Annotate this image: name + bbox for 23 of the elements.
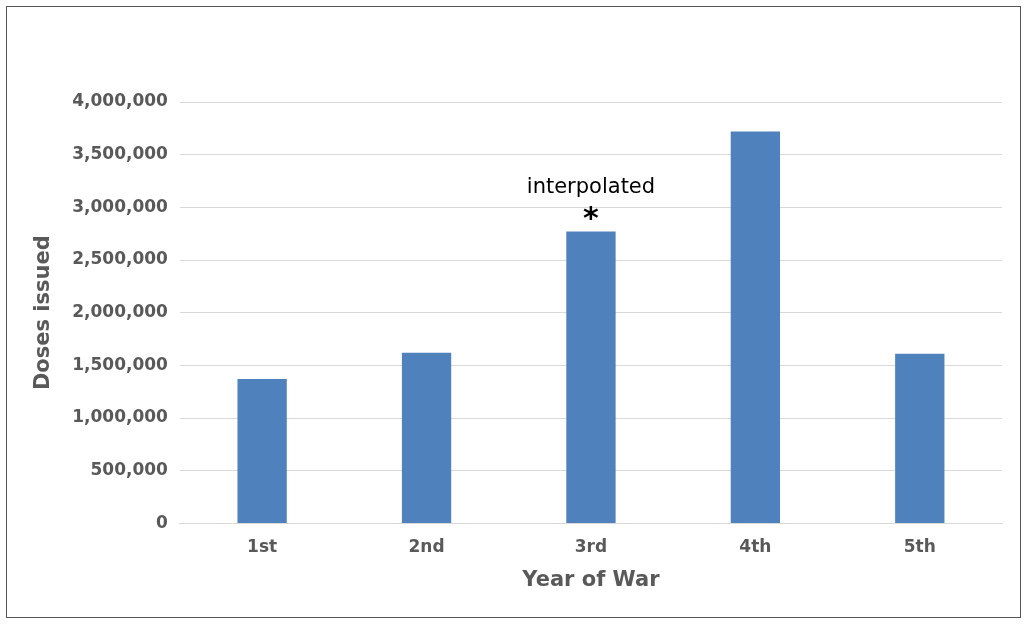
x-tick-label: 1st	[247, 536, 278, 557]
x-tick-label: 2nd	[408, 536, 445, 557]
y-tick-label: 3,500,000	[72, 143, 169, 164]
bar	[895, 353, 945, 523]
y-tick-label: 500,000	[90, 459, 169, 480]
bar	[237, 379, 287, 523]
x-tick-label: 5th	[903, 536, 936, 557]
annotation: *	[583, 200, 600, 236]
y-tick-label: 1,500,000	[72, 353, 169, 374]
y-axis-title: Doses issued	[30, 235, 55, 391]
x-tick-label: 3rd	[574, 536, 608, 557]
annotation: interpolated	[526, 173, 656, 198]
bar	[730, 131, 781, 523]
y-tick-label: 4,000,000	[72, 90, 169, 111]
bar	[401, 352, 452, 523]
x-tick-label: 4th	[739, 536, 772, 557]
y-tick-label: 2,500,000	[72, 248, 169, 269]
y-tick-label: 0	[156, 511, 169, 532]
y-tick-label: 1,000,000	[72, 406, 169, 427]
y-tick-label: 3,000,000	[72, 195, 169, 216]
x-axis-title: Year of War	[521, 566, 661, 591]
bar	[566, 231, 616, 523]
y-tick-label: 2,000,000	[72, 301, 169, 322]
